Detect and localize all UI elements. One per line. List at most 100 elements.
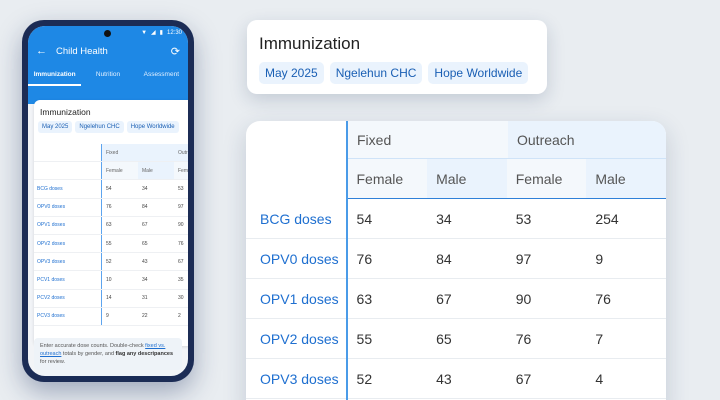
tab-immunization[interactable]: Immunization: [28, 66, 82, 86]
dose-value-cell[interactable]: 10: [106, 276, 112, 283]
table-row: OPV0 doses 76 84 97: [34, 198, 188, 217]
zoom-row-label[interactable]: OPV2 doses: [260, 330, 339, 347]
row-label[interactable]: OPV2 doses: [34, 234, 102, 253]
table-body: BCG doses 54 34 53 OPV0 doses 76 84 97 OPV1 dose…: [34, 180, 188, 326]
row-label[interactable]: OPV1 doses: [34, 216, 102, 234]
zoom-dose-value-cell[interactable]: 67: [436, 290, 452, 307]
subheader-male: Male: [138, 162, 174, 180]
header-divider: [348, 198, 666, 199]
help-note: Enter accurate dose counts. Double-check…: [34, 338, 182, 370]
zoom-dose-value-cell[interactable]: 63: [356, 290, 373, 307]
row-label[interactable]: PCV2 doses: [34, 289, 102, 307]
zoom-dose-value-cell[interactable]: 84: [436, 250, 452, 267]
zoom-table-row: OPV1 doses 63 67 90 76: [246, 279, 666, 319]
row-label[interactable]: PCV1 doses: [34, 271, 102, 289]
row-label[interactable]: PCV3 doses: [34, 307, 102, 325]
zoom-sub-header: Female Male Female Male: [246, 159, 666, 199]
status-time: 12:30: [166, 29, 182, 36]
status-bar: ▼ ◢ ▮ 12:30: [141, 29, 182, 37]
zoom-dose-value-cell[interactable]: 9: [595, 250, 604, 267]
signal-icon: ◢: [151, 30, 156, 36]
zoom-dose-value-cell[interactable]: 4: [595, 370, 604, 387]
zoom-group-outreach: Outreach: [508, 121, 666, 159]
zoom-table-card: Fixed Outreach Female Male Female Male B…: [246, 121, 666, 400]
dose-value-cell[interactable]: 76: [178, 240, 184, 247]
help-link[interactable]: fixed vs. outreach: [40, 343, 166, 357]
zoom-row-label[interactable]: OPV1 doses: [260, 290, 339, 307]
table-row: BCG doses 54 34 53: [34, 180, 188, 199]
dose-value-cell[interactable]: 55: [106, 240, 112, 247]
zoom-dose-value-cell[interactable]: 43: [436, 370, 452, 387]
chip-org-unit[interactable]: Ngelehun CHC: [75, 121, 124, 133]
zoom-chip-period[interactable]: May 2025: [259, 62, 324, 84]
zoom-row-label[interactable]: BCG doses: [260, 210, 332, 227]
dose-value-cell[interactable]: 34: [142, 185, 148, 192]
dose-value-cell[interactable]: 90: [178, 222, 184, 229]
zoom-chip-org-unit[interactable]: Ngelehun CHC: [329, 62, 423, 84]
table-row: PCV2 doses 14 31 30: [34, 289, 188, 308]
zoom-dose-value-cell[interactable]: 90: [515, 290, 532, 307]
dose-table: Fixed Outreach Female Male Female BCG do…: [34, 144, 188, 326]
zoom-row-label[interactable]: OPV0 doses: [260, 250, 339, 267]
dose-value-cell[interactable]: 34: [142, 276, 148, 283]
dose-value-cell[interactable]: 63: [106, 222, 112, 229]
zoom-table-row: BCG doses 54 34 53 254: [246, 199, 666, 239]
group-outreach: Outreach: [174, 144, 188, 162]
zoom-dose-value-cell[interactable]: 7: [595, 330, 604, 347]
zoom-dose-value-cell[interactable]: 254: [595, 210, 619, 227]
zoom-subheader-male: Male: [427, 159, 507, 199]
dose-value-cell[interactable]: 84: [142, 204, 148, 211]
zoom-subheader-female: Female: [506, 159, 587, 199]
back-arrow-icon[interactable]: ←: [36, 45, 47, 57]
tab-nutrition[interactable]: Nutrition: [95, 71, 121, 78]
sync-icon[interactable]: ⟳: [170, 45, 180, 58]
dose-value-cell[interactable]: 54: [106, 185, 112, 192]
table-row: OPV2 doses 55 65 76: [34, 234, 188, 254]
dose-value-cell[interactable]: 30: [178, 295, 184, 302]
zoom-dose-value-cell[interactable]: 34: [436, 210, 452, 227]
row-label[interactable]: OPV0 doses: [34, 198, 102, 216]
zoom-dose-value-cell[interactable]: 55: [356, 330, 373, 347]
chip-period[interactable]: May 2025: [38, 121, 73, 133]
zoom-dose-value-cell[interactable]: 76: [356, 250, 373, 267]
zoom-dose-value-cell[interactable]: 76: [595, 290, 611, 307]
dose-value-cell[interactable]: 53: [178, 185, 184, 192]
zoom-dose-value-cell[interactable]: 67: [515, 370, 532, 387]
dose-value-cell[interactable]: 67: [178, 258, 184, 265]
zoom-row-label[interactable]: OPV3 doses: [260, 370, 339, 387]
dose-value-cell[interactable]: 14: [106, 295, 112, 302]
table-sub-header: Female Male Female: [34, 162, 188, 181]
dose-value-cell[interactable]: 22: [142, 313, 148, 320]
row-label[interactable]: OPV3 doses: [34, 253, 102, 271]
zoom-chip-partner[interactable]: Hope Worldwide: [428, 62, 529, 84]
zoom-table-corner: [246, 121, 346, 159]
dose-value-cell[interactable]: 76: [106, 204, 112, 211]
dose-value-cell[interactable]: 9: [106, 313, 109, 320]
dose-value-cell[interactable]: 52: [106, 258, 112, 265]
help-text: totals by gender, and: [61, 351, 116, 357]
table-row: PCV1 doses 10 34 35: [34, 271, 188, 290]
zoom-dose-value-cell[interactable]: 65: [436, 330, 452, 347]
dose-value-cell[interactable]: 97: [178, 204, 184, 211]
zoom-group-fixed: Fixed: [348, 121, 508, 159]
row-label[interactable]: BCG doses: [34, 180, 102, 198]
dose-value-cell[interactable]: 31: [142, 295, 148, 302]
group-fixed: Fixed: [102, 144, 174, 162]
dose-value-cell[interactable]: 67: [142, 222, 148, 229]
dose-value-cell[interactable]: 35: [178, 276, 184, 283]
chip-partner[interactable]: Hope Worldwide: [126, 121, 179, 133]
zoom-subheader-female: Female: [347, 159, 428, 199]
zoom-table-row: OPV3 doses 52 43 67 4: [246, 359, 666, 399]
subheader-female: Female: [102, 162, 138, 180]
tab-assessment[interactable]: Assessment: [143, 71, 180, 78]
zoom-dose-value-cell[interactable]: 52: [356, 370, 373, 387]
dose-value-cell[interactable]: 65: [142, 240, 148, 247]
dose-value-cell[interactable]: 2: [178, 313, 181, 320]
row-label-divider: [346, 121, 348, 400]
zoom-dose-value-cell[interactable]: 53: [515, 210, 532, 227]
zoom-dose-value-cell[interactable]: 54: [356, 210, 373, 227]
dose-value-cell[interactable]: 43: [142, 258, 148, 265]
zoom-dose-value-cell[interactable]: 76: [515, 330, 532, 347]
table-corner: [34, 144, 102, 162]
zoom-dose-value-cell[interactable]: 97: [515, 250, 532, 267]
